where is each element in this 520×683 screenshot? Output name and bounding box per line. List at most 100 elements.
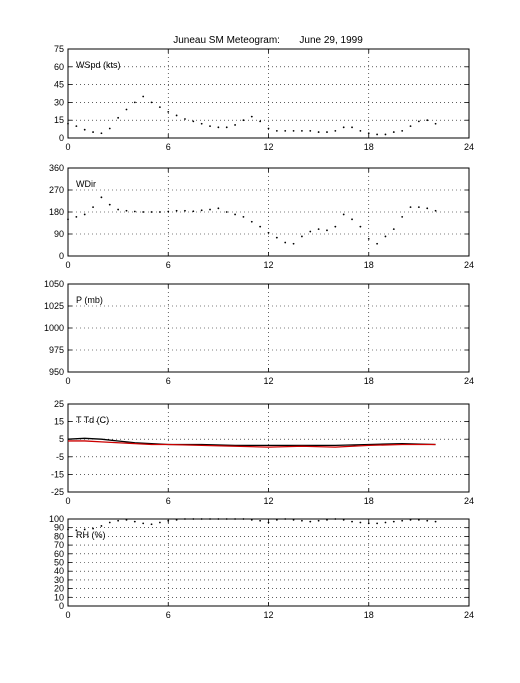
data-point (175, 518, 178, 521)
x-tick-label: 0 (65, 610, 70, 620)
x-tick-label: 24 (464, 496, 474, 506)
y-tick-label: 90 (54, 229, 64, 239)
data-point (250, 115, 253, 118)
data-point (75, 215, 78, 218)
data-point (200, 122, 203, 125)
y-tick-label: 25 (54, 399, 64, 409)
data-point (351, 218, 353, 221)
y-tick-label: 70 (54, 540, 64, 550)
data-point (142, 211, 145, 213)
data-point (167, 110, 170, 113)
data-point (426, 119, 429, 122)
data-point (409, 206, 412, 209)
x-tick-label: 0 (65, 260, 70, 270)
y-tick-label: 10 (54, 592, 64, 602)
x-tick-label: 6 (166, 496, 171, 506)
data-point (250, 220, 253, 223)
data-point (292, 518, 295, 521)
wind-direction-panel: 0 6 12 18 24 0 90 180 270 360 WDir (49, 163, 474, 270)
series-line-0 (67, 437, 436, 447)
data-point (259, 519, 262, 522)
data-point (175, 209, 178, 212)
data-point (267, 521, 270, 524)
wind-speed-panel: 0 6 12 18 24 0 15 30 45 60 75 WSpd (kts) (54, 44, 474, 152)
y-tick-label: 45 (54, 80, 64, 90)
y-tick-label: 950 (49, 367, 64, 377)
data-point (376, 133, 379, 136)
data-point (326, 518, 328, 521)
data-point (392, 228, 395, 231)
x-tick-label: 0 (65, 142, 70, 152)
x-tick-label: 18 (364, 260, 374, 270)
x-tick-label: 6 (166, 260, 171, 270)
data-point (309, 230, 312, 233)
x-tick-label: 24 (464, 376, 474, 386)
data-point (342, 213, 345, 216)
data-point (367, 132, 370, 135)
data-point (200, 518, 203, 520)
data-point (150, 523, 153, 526)
y-tick-label: -15 (51, 469, 64, 479)
data-point (192, 518, 195, 520)
data-point (417, 206, 420, 209)
y-tick-label: 975 (49, 345, 64, 355)
data-point (367, 522, 370, 525)
data-point (217, 207, 220, 210)
data-point (209, 125, 211, 128)
data-point (334, 129, 337, 132)
y-tick-label: 1025 (44, 301, 64, 311)
temperature-dewpoint-panel: 0 6 12 18 24 -25 -15 -5 5 15 25 T Td (C) (51, 399, 474, 506)
data-point (250, 518, 253, 521)
data-point (434, 122, 437, 125)
data-point (242, 119, 245, 122)
data-point (184, 209, 186, 212)
data-point (100, 525, 103, 527)
y-tick-label: 60 (54, 549, 64, 559)
x-tick-label: 24 (464, 610, 474, 620)
data-point (158, 521, 161, 524)
data-point (108, 521, 111, 524)
y-tick-label: 100 (49, 514, 64, 524)
x-tick-label: 0 (65, 496, 70, 506)
data-point (242, 518, 245, 520)
x-tick-label: 24 (464, 260, 474, 270)
y-tick-label: 5 (59, 434, 64, 444)
y-tick-label: 360 (49, 163, 64, 173)
data-point (367, 237, 370, 240)
y-tick-label: 30 (54, 575, 64, 585)
data-point (401, 519, 404, 522)
data-point (225, 518, 228, 520)
y-tick-label: 1000 (44, 323, 64, 333)
data-point (426, 207, 429, 210)
data-point (301, 235, 303, 238)
data-point (284, 241, 287, 244)
data-point (259, 120, 262, 123)
y-tick-label: 50 (54, 558, 64, 568)
data-point (142, 95, 145, 98)
data-point (326, 131, 328, 133)
data-point (167, 519, 170, 522)
y-tick-label: 15 (54, 115, 64, 125)
data-point (292, 242, 295, 245)
data-point (225, 126, 228, 129)
x-tick-label: 18 (364, 376, 374, 386)
data-point (242, 215, 245, 218)
data-point (83, 128, 86, 131)
y-tick-label: 20 (54, 584, 64, 594)
data-point (133, 101, 136, 104)
pressure-panel: 0 6 12 18 24 950 975 1000 1025 1050 P (mb) (44, 279, 474, 386)
data-point (259, 225, 262, 228)
data-point (351, 520, 353, 523)
data-point (125, 108, 128, 111)
y-tick-label: 180 (49, 207, 64, 217)
data-point (401, 215, 404, 218)
y-tick-label: 60 (54, 62, 64, 72)
data-point (376, 522, 379, 525)
data-point (192, 120, 195, 123)
y-tick-label: -5 (56, 452, 64, 462)
data-point (434, 520, 437, 523)
data-point (184, 518, 186, 520)
data-point (217, 126, 220, 129)
data-point (67, 528, 69, 531)
